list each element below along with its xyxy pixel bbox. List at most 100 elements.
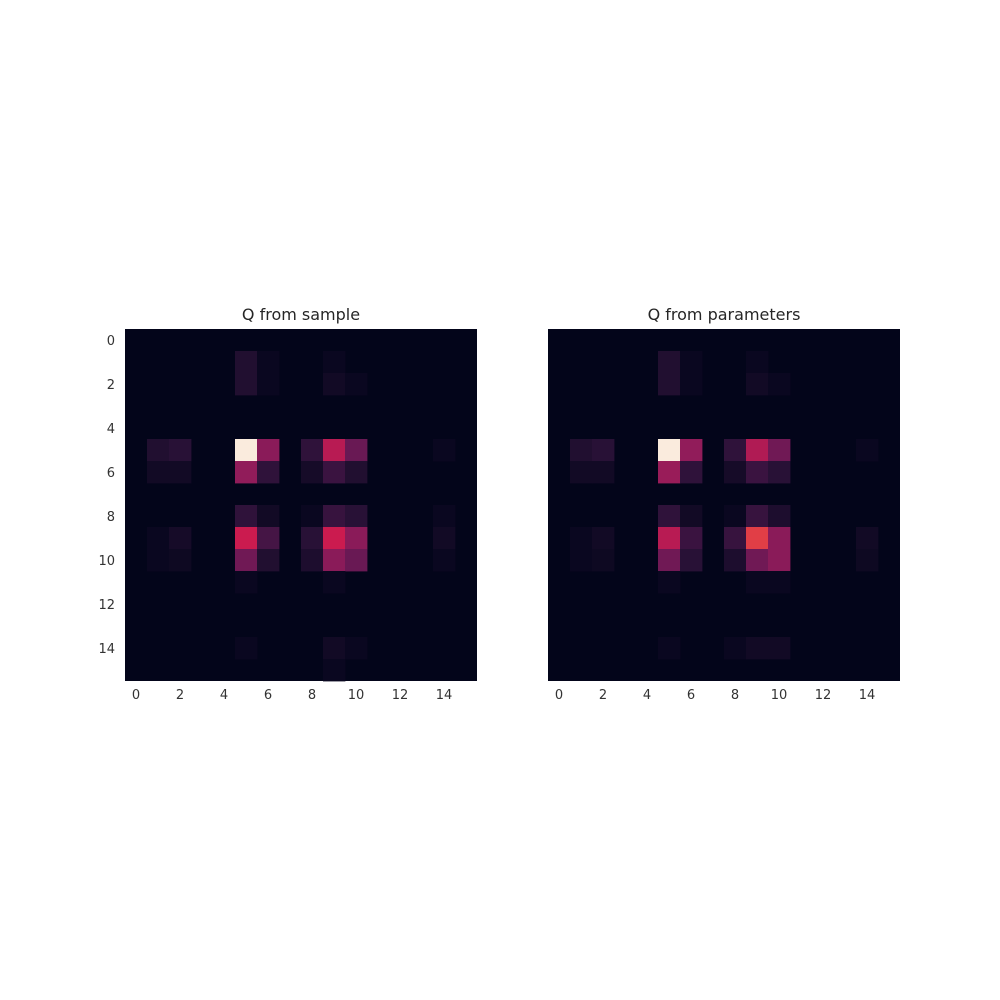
- heatmap-cell-r14-c9: [746, 637, 769, 660]
- heatmap-cell-r8-c14: [433, 505, 456, 528]
- x-tick-label: 4: [643, 688, 651, 703]
- y-tick-label: 6: [107, 466, 115, 481]
- heatmap-cell-r5-c1: [147, 439, 170, 462]
- heatmap-cell-r14-c10: [768, 637, 791, 660]
- heatmap-cell-r10-c9: [323, 549, 346, 572]
- heatmap-cell-r9-c5: [658, 527, 681, 550]
- heatmap-cell-r8-c10: [768, 505, 791, 528]
- heatmap-cell-r5-c9: [323, 439, 346, 462]
- heatmap-cell-r5-c10: [768, 439, 791, 462]
- heatmap-cell-r14-c5: [658, 637, 681, 660]
- heatmap-cell-r5-c14: [856, 439, 879, 462]
- heatmap-cell-r11-c5: [658, 571, 681, 594]
- heatmap-cell-r10-c6: [680, 549, 703, 572]
- heatmap-cell-r1-c6: [257, 351, 280, 374]
- heatmap-cell-r9-c6: [680, 527, 703, 550]
- heatmap-cell-r11-c9: [323, 571, 346, 594]
- y-tick-label: 0: [107, 334, 115, 349]
- heatmap-cell-r9-c8: [301, 527, 324, 550]
- heatmap-cell-r15-c9: [323, 659, 346, 682]
- heatmap-cell-r5-c1: [570, 439, 593, 462]
- heatmap-cell-r5-c2: [592, 439, 615, 462]
- heatmap-cell-r6-c9: [746, 461, 769, 484]
- x-tick-label: 6: [264, 688, 272, 703]
- heatmap-cells: [125, 329, 477, 682]
- heatmap-cell-r6-c2: [169, 461, 192, 484]
- heatmap-cell-r10-c10: [345, 549, 368, 572]
- heatmap-cell-r6-c6: [680, 461, 703, 484]
- heatmap-cell-r6-c9: [323, 461, 346, 484]
- heatmap-panel-sample: Q from sample 0 2 4 6 8 10 12 14 0 2 4 6 8 10 12 14: [98, 305, 477, 703]
- heatmap-cell-r1-c6: [680, 351, 703, 374]
- heatmap-cell-r6-c5: [235, 461, 258, 484]
- heatmap-cell-r8-c8: [724, 505, 747, 528]
- heatmap-cell-r2-c5: [658, 373, 681, 396]
- heatmap-cell-r10-c6: [257, 549, 280, 572]
- heatmap-cell-r10-c1: [570, 549, 593, 572]
- heatmap-cell-r11-c9: [746, 571, 769, 594]
- x-tick-label: 0: [132, 688, 140, 703]
- heatmap-cell-r5-c5: [235, 439, 258, 462]
- heatmap-cell-r10-c8: [724, 549, 747, 572]
- heatmap-cell-r2-c10: [345, 373, 368, 396]
- x-tick-label: 8: [308, 688, 316, 703]
- panel-title: Q from sample: [242, 305, 360, 324]
- heatmap-cell-r8-c9: [323, 505, 346, 528]
- heatmap-cell-r14-c9: [323, 637, 346, 660]
- heatmap-cell-r1-c5: [658, 351, 681, 374]
- heatmap-cell-r5-c6: [680, 439, 703, 462]
- heatmap-cell-r10-c10: [768, 549, 791, 572]
- heatmap-cell-r5-c14: [433, 439, 456, 462]
- heatmap-cell-r9-c9: [323, 527, 346, 550]
- heatmap-cell-r14-c5: [235, 637, 258, 660]
- heatmap-cell-r9-c14: [856, 527, 879, 550]
- heatmap-cell-r10-c14: [433, 549, 456, 572]
- x-tick-label: 4: [220, 688, 228, 703]
- heatmap-cell-r9-c2: [592, 527, 615, 550]
- heatmap-cell-r5-c8: [724, 439, 747, 462]
- heatmap-cell-r9-c1: [147, 527, 170, 550]
- heatmap-cell-r8-c10: [345, 505, 368, 528]
- heatmap-cell-r10-c14: [856, 549, 879, 572]
- heatmap-cell-r2-c5: [235, 373, 258, 396]
- heatmap-cell-r11-c5: [235, 571, 258, 594]
- heatmap-cell-r5-c5: [658, 439, 681, 462]
- y-tick-label: 14: [98, 642, 115, 657]
- heatmap-cell-r10-c2: [169, 549, 192, 572]
- heatmap-cell-r9-c10: [345, 527, 368, 550]
- heatmap-cell-r6-c5: [658, 461, 681, 484]
- heatmap-cell-r8-c6: [257, 505, 280, 528]
- heatmap-cell-r6-c2: [592, 461, 615, 484]
- y-tick-label: 12: [98, 598, 115, 613]
- heatmap-cell-r6-c6: [257, 461, 280, 484]
- heatmap-cell-r6-c1: [570, 461, 593, 484]
- heatmap-cell-r1-c5: [235, 351, 258, 374]
- x-tick-label: 6: [687, 688, 695, 703]
- heatmap-cell-r14-c10: [345, 637, 368, 660]
- y-tick-label: 2: [107, 378, 115, 393]
- heatmap-cell-r9-c9: [746, 527, 769, 550]
- heatmap-cell-r5-c2: [169, 439, 192, 462]
- y-tick-label: 4: [107, 422, 115, 437]
- x-tick-label: 0: [555, 688, 563, 703]
- heatmap-cell-r2-c10: [768, 373, 791, 396]
- heatmap-cell-r6-c8: [724, 461, 747, 484]
- heatmap-cell-r10-c1: [147, 549, 170, 572]
- heatmap-cell-r6-c1: [147, 461, 170, 484]
- heatmap-cell-r9-c2: [169, 527, 192, 550]
- heatmap-cell-r11-c10: [768, 571, 791, 594]
- heatmap-cell-r9-c5: [235, 527, 258, 550]
- x-tick-label: 2: [599, 688, 607, 703]
- x-tick-label: 14: [859, 688, 876, 703]
- heatmap-cell-r8-c5: [658, 505, 681, 528]
- heatmap-cell-r5-c9: [746, 439, 769, 462]
- heatmap-cell-r8-c8: [301, 505, 324, 528]
- y-tick-label: 10: [98, 554, 115, 569]
- panel-title: Q from parameters: [648, 305, 801, 324]
- heatmap-cell-r9-c8: [724, 527, 747, 550]
- heatmap-cell-r6-c10: [345, 461, 368, 484]
- heatmap-cells: [548, 329, 900, 681]
- x-tick-label: 14: [436, 688, 453, 703]
- heatmap-cell-r9-c1: [570, 527, 593, 550]
- x-tick-label: 2: [176, 688, 184, 703]
